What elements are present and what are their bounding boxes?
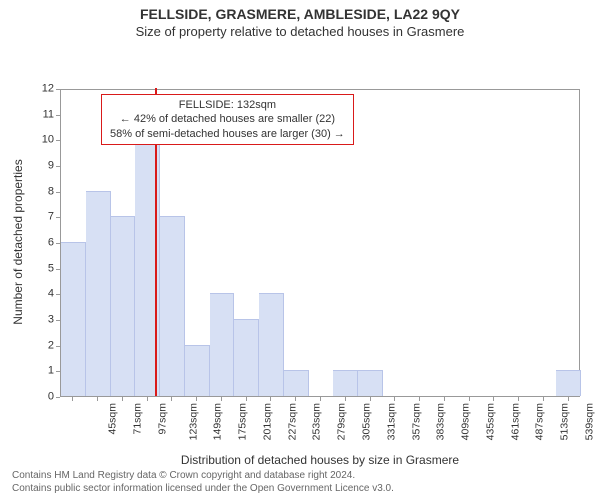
x-tick-mark [246,397,247,401]
plot-area: FELLSIDE: 132sqm← 42% of detached houses… [60,89,580,397]
histogram-bar [259,293,284,396]
x-tick-label: 539sqm [584,403,595,440]
y-tick-mark [56,243,60,244]
histogram-bar [333,370,358,396]
y-tick-label: 4 [36,289,54,300]
x-tick-label: 279sqm [337,403,348,440]
footer-copyright: Contains HM Land Registry data © Crown c… [12,469,355,482]
histogram-bar [61,242,86,396]
x-tick-label: 71sqm [133,403,144,435]
y-tick-label: 12 [36,84,54,95]
x-tick-label: 513sqm [559,403,570,440]
y-axis-label: Number of detached properties [11,152,25,332]
x-tick-label: 357sqm [411,403,422,440]
x-tick-mark [345,397,346,401]
x-tick-mark [543,397,544,401]
x-tick-label: 305sqm [361,403,372,440]
y-tick-label: 0 [36,392,54,403]
y-tick-label: 1 [36,366,54,377]
x-tick-mark [469,397,470,401]
x-tick-mark [122,397,123,401]
x-tick-mark [320,397,321,401]
x-tick-label: 45sqm [108,403,119,435]
chart-title: FELLSIDE, GRASMERE, AMBLESIDE, LA22 9QY [0,0,600,22]
x-tick-label: 175sqm [238,403,249,440]
x-tick-mark [171,397,172,401]
x-tick-mark [270,397,271,401]
x-tick-label: 227sqm [287,403,298,440]
x-tick-label: 123sqm [188,403,199,440]
y-tick-mark [56,217,60,218]
histogram-bar [160,216,185,396]
histogram-bar [556,370,581,396]
histogram-bar [358,370,383,396]
x-tick-label: 383sqm [436,403,447,440]
y-tick-mark [56,371,60,372]
y-tick-label: 6 [36,238,54,249]
histogram-bar [284,370,309,396]
x-tick-label: 487sqm [535,403,546,440]
x-tick-mark [196,397,197,401]
histogram-bar [86,191,111,396]
y-tick-label: 10 [36,135,54,146]
x-tick-mark [147,397,148,401]
annotation-line: ← 42% of detached houses are smaller (22… [110,112,345,126]
y-tick-mark [56,269,60,270]
x-tick-label: 435sqm [485,403,496,440]
y-tick-mark [56,115,60,116]
y-tick-label: 11 [36,109,54,120]
y-tick-mark [56,397,60,398]
histogram-bar [210,293,235,396]
y-tick-mark [56,140,60,141]
y-tick-mark [56,320,60,321]
x-tick-mark [295,397,296,401]
annotation-line: 58% of semi-detached houses are larger (… [110,127,345,141]
x-tick-label: 201sqm [262,403,273,440]
x-tick-mark [568,397,569,401]
annotation-line: FELLSIDE: 132sqm [110,98,345,112]
x-tick-mark [97,397,98,401]
x-tick-mark [72,397,73,401]
x-tick-mark [493,397,494,401]
y-tick-mark [56,192,60,193]
y-tick-mark [56,346,60,347]
y-tick-label: 3 [36,315,54,326]
x-tick-mark [394,397,395,401]
footer-license: Contains public sector information licen… [12,482,394,495]
x-tick-label: 461sqm [510,403,521,440]
x-tick-mark [444,397,445,401]
y-tick-mark [56,89,60,90]
x-tick-mark [221,397,222,401]
histogram-bar [111,216,136,396]
annotation-box: FELLSIDE: 132sqm← 42% of detached houses… [101,94,354,145]
x-tick-label: 97sqm [157,403,168,435]
x-tick-mark [370,397,371,401]
x-tick-label: 149sqm [213,403,224,440]
histogram-bar [185,345,210,396]
x-axis-label: Distribution of detached houses by size … [60,453,580,467]
x-tick-mark [518,397,519,401]
y-tick-mark [56,294,60,295]
x-tick-label: 253sqm [312,403,323,440]
x-tick-mark [419,397,420,401]
histogram-bar [234,319,259,396]
chart-subtitle: Size of property relative to detached ho… [0,24,600,39]
x-tick-label: 409sqm [460,403,471,440]
y-tick-label: 8 [36,186,54,197]
y-tick-label: 7 [36,212,54,223]
y-tick-label: 5 [36,263,54,274]
y-tick-mark [56,166,60,167]
y-tick-label: 2 [36,340,54,351]
x-tick-label: 331sqm [386,403,397,440]
y-tick-label: 9 [36,161,54,172]
